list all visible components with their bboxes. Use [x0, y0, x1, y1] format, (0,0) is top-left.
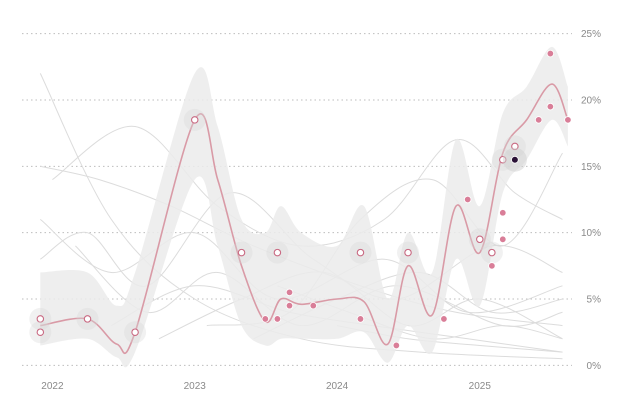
y-tick-label: 15%: [581, 162, 601, 173]
data-point-filled: [564, 116, 572, 124]
y-tick-label: 20%: [581, 95, 601, 106]
y-tick-label: 0%: [587, 361, 602, 372]
y-axis-labels: 0% 5% 10% 15% 20% 25%: [581, 29, 601, 372]
data-point-open: [190, 116, 199, 124]
x-tick-label: 2025: [469, 381, 492, 392]
data-point-open: [36, 328, 45, 336]
data-point-filled: [546, 102, 555, 111]
data-point-filled: [285, 288, 294, 297]
uncertainty-band-area: [40, 46, 568, 368]
data-point-open: [237, 248, 246, 257]
trend-series: [40, 83, 569, 355]
data-point-filled: [499, 235, 507, 244]
data-point-open: [131, 328, 139, 336]
y-tick-label: 5%: [587, 295, 602, 306]
data-point-filled: [309, 301, 317, 310]
x-axis-labels: 2022 2023 2024 2025: [41, 381, 491, 392]
data-point-filled: [499, 209, 507, 217]
data-point-open: [273, 248, 282, 257]
data-point-filled: [392, 341, 401, 350]
y-tick-label: 25%: [581, 29, 601, 40]
trend-line: [40, 83, 569, 355]
data-point-open: [36, 315, 45, 323]
uncertainty-band: [40, 46, 568, 368]
data-point-filled: [261, 315, 270, 323]
data-point-open: [356, 248, 365, 257]
data-point-filled: [534, 116, 543, 124]
x-tick-label: 2024: [326, 381, 349, 392]
data-point-open: [404, 248, 412, 257]
data-point-highlight: [511, 155, 519, 164]
data-point-filled: [440, 315, 448, 323]
x-tick-label: 2023: [184, 381, 207, 392]
data-point-open: [488, 248, 496, 257]
data-point-filled: [273, 315, 282, 323]
data-point-filled: [546, 49, 555, 58]
y-tick-label: 10%: [581, 228, 601, 239]
data-point-filled: [463, 195, 472, 204]
data-point-filled: [285, 301, 294, 310]
data-point-filled: [488, 262, 496, 270]
data-point-filled: [356, 315, 365, 323]
data-points: [29, 49, 572, 350]
x-tick-label: 2022: [41, 381, 64, 392]
data-point-open: [476, 235, 484, 244]
data-point-open: [83, 315, 92, 323]
